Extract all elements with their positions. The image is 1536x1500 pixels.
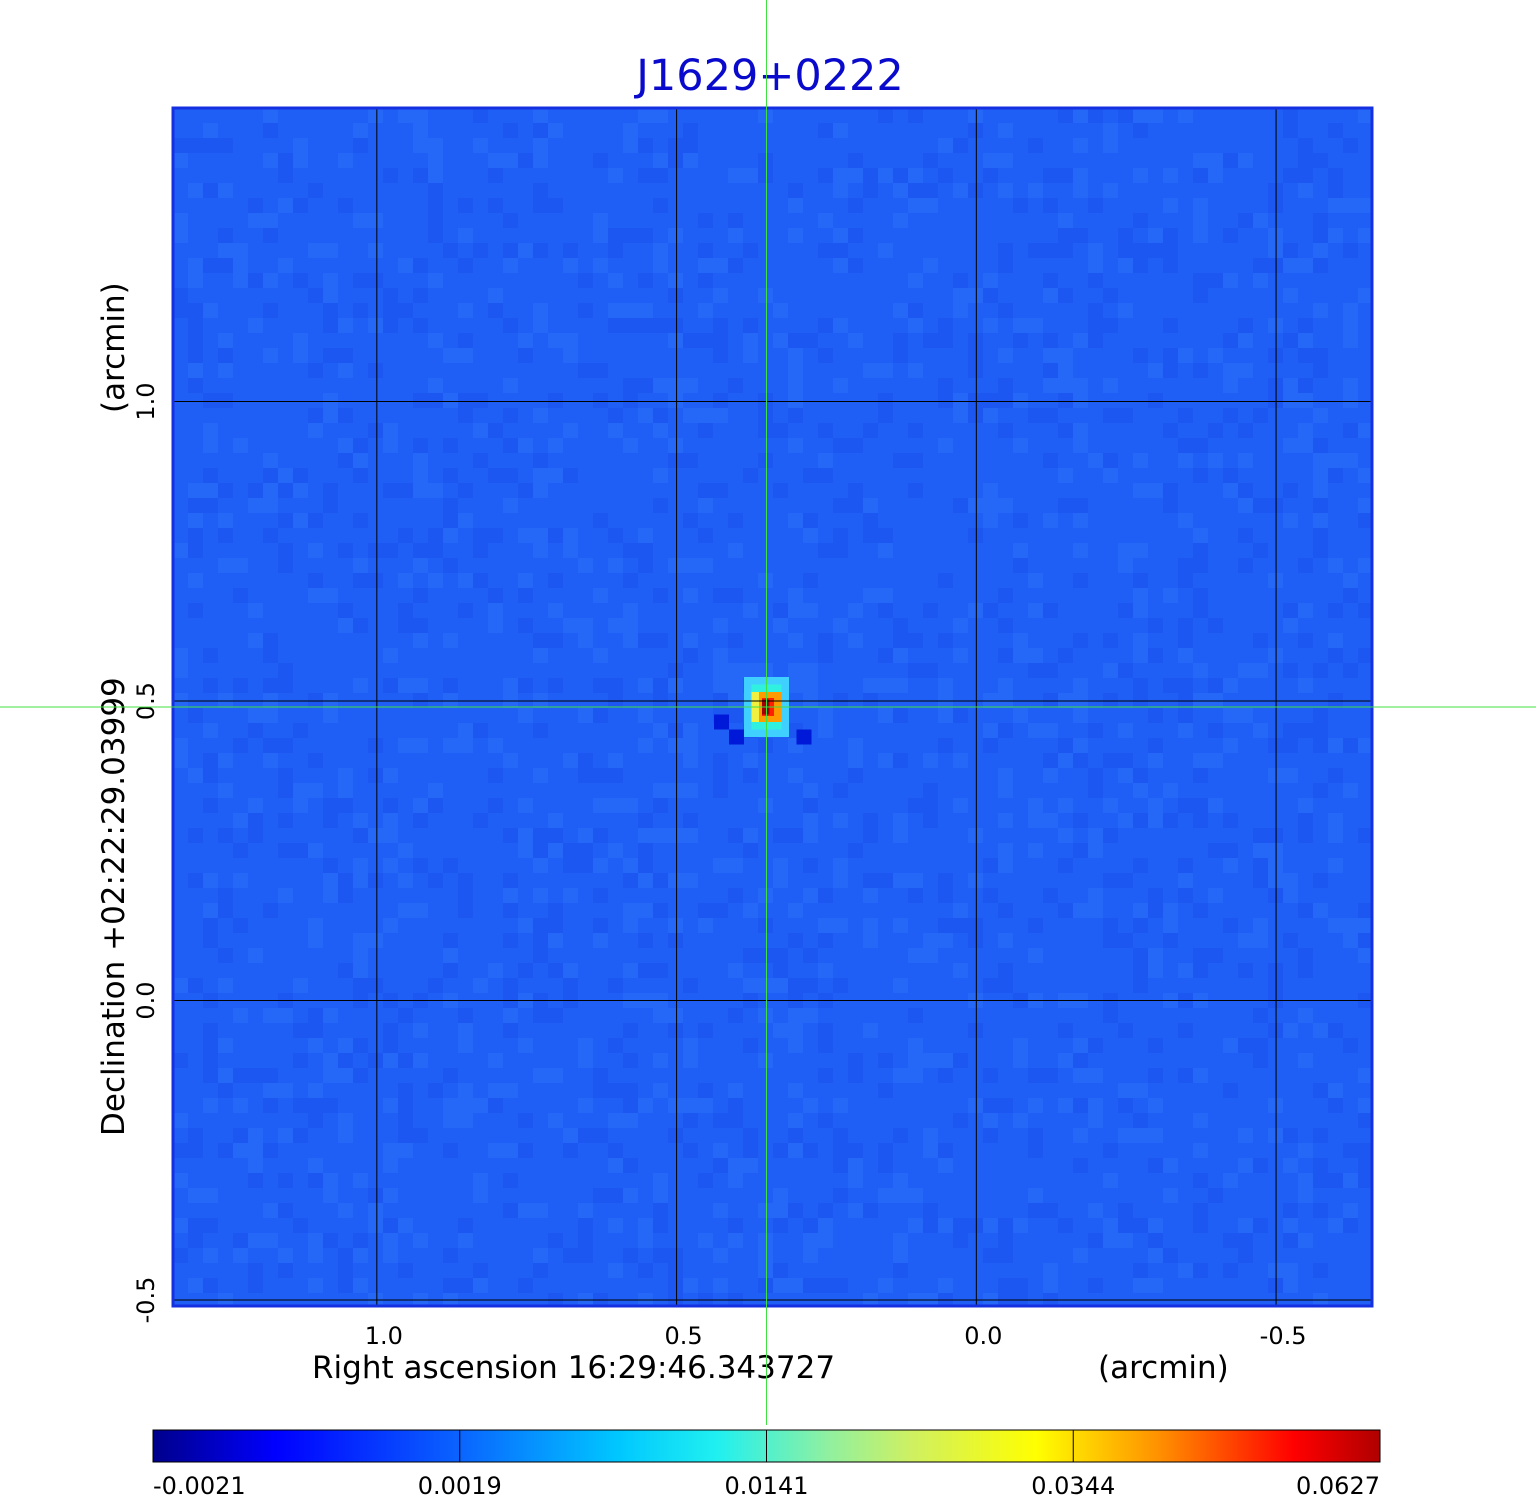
y-tick-label: 1.0 — [132, 382, 160, 420]
colorbar-tick-label: 0.0344 — [1031, 1472, 1115, 1500]
colorbar-tick-label: -0.0021 — [153, 1472, 246, 1500]
x-axis-title: Right ascension 16:29:46.343727 — [312, 1350, 835, 1386]
chart-title: J1629+0222 — [633, 51, 904, 101]
x-tick-label: 0.5 — [664, 1322, 702, 1350]
y-axis-title: Declination +02:22:29.03999 — [96, 677, 132, 1136]
x-tick-label: 1.0 — [365, 1322, 403, 1350]
x-tick-labels: 1.0 0.5 0.0 -0.5 — [365, 1322, 1307, 1350]
colorbar-tick-label: 0.0019 — [418, 1472, 502, 1500]
colorbar-tick-label: 0.0141 — [725, 1472, 809, 1500]
y-tick-label: 0.0 — [132, 981, 160, 1019]
x-tick-label: 0.0 — [964, 1322, 1002, 1350]
crosshair — [0, 0, 1536, 1425]
y-axis-unit: (arcmin) — [96, 282, 132, 413]
colorbar-tick-label: 0.0627 — [1296, 1472, 1380, 1500]
colorbar: -0.0021 0.0019 0.0141 0.0344 0.0627 — [152, 1429, 1381, 1500]
y-tick-label: 0.5 — [132, 682, 160, 720]
noise-texture — [173, 108, 1372, 1306]
colorbar-ticks: -0.0021 0.0019 0.0141 0.0344 0.0627 — [152, 1430, 1381, 1500]
x-tick-label: -0.5 — [1260, 1322, 1307, 1350]
x-axis-unit: (arcmin) — [1098, 1350, 1229, 1386]
y-tick-labels: -0.5 0.0 0.5 1.0 — [132, 382, 160, 1323]
y-tick-label: -0.5 — [132, 1277, 160, 1324]
